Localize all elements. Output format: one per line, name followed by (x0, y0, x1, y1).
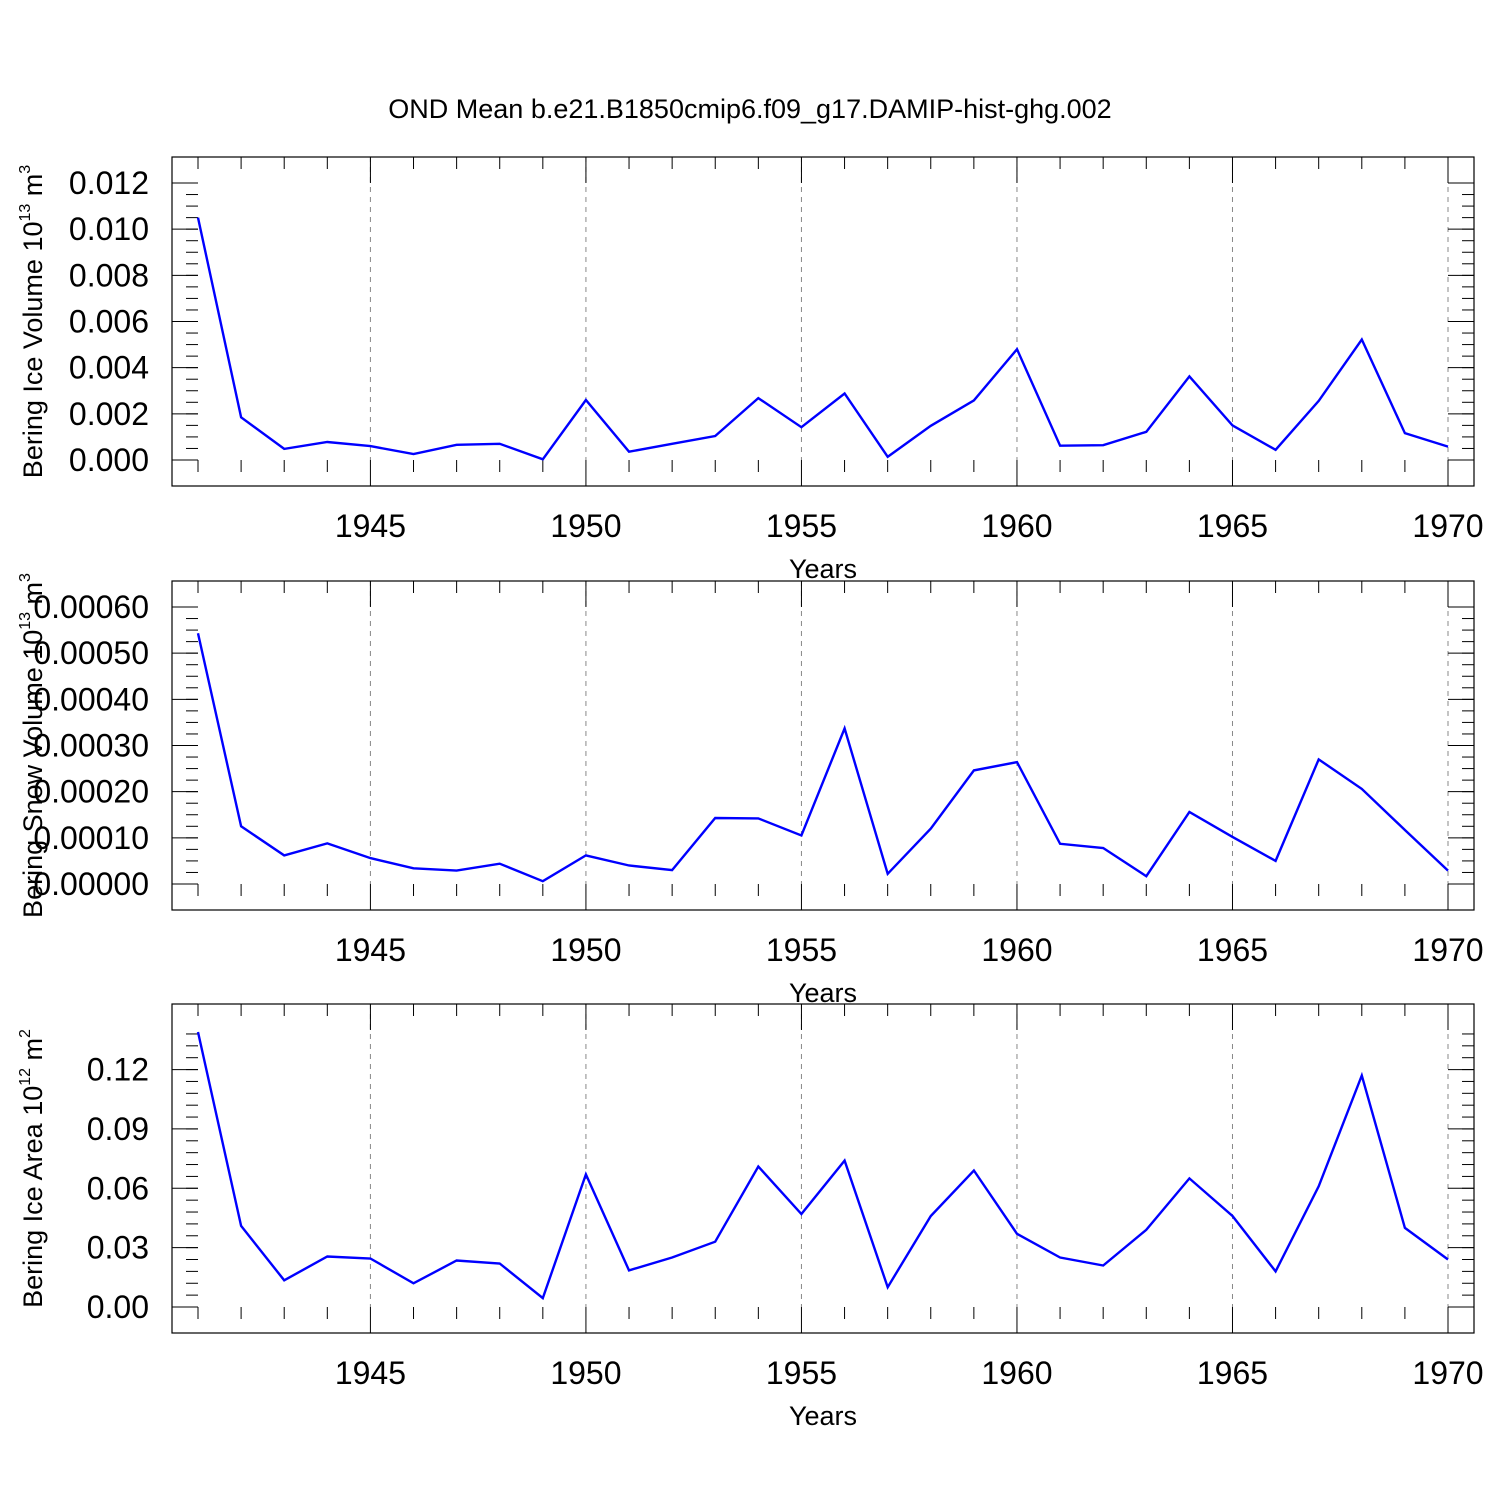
x-tick-label: 1970 (1412, 1355, 1483, 1391)
x-tick-label: 1955 (766, 1355, 837, 1391)
x-tick-label: 1950 (550, 508, 621, 544)
panel-ice-volume: 0.000 0.002 0.004 0.006 0.008 0.010 0.012 1945 1… (17, 156, 1484, 584)
x-tick-label: 1960 (981, 932, 1052, 968)
y-tick-label: 0.00010 (33, 820, 149, 856)
y-tick-label: 0.03 (87, 1230, 149, 1266)
y-tick-label: 0.010 (69, 211, 149, 247)
chart-title: OND Mean b.e21.B1850cmip6.f09_g17.DAMIP-… (388, 94, 1111, 124)
x-tick-label: 1970 (1412, 932, 1483, 968)
y-axis-title: Bering Ice Area 1012 m2 (17, 1029, 48, 1308)
y-tick-label: 0.004 (69, 350, 149, 386)
x-tick-label: 1955 (766, 508, 837, 544)
x-tick-label: 1950 (550, 1355, 621, 1391)
series-line (196, 217, 1449, 461)
x-tick-label: 1950 (550, 932, 621, 968)
x-axis-title: Years (789, 978, 857, 1008)
x-tick-label: 1945 (335, 508, 406, 544)
x-axis-title: Years (789, 554, 857, 584)
y-tick-label: 0.006 (69, 304, 149, 340)
y-tick-label: 0.06 (87, 1170, 149, 1206)
y-tick-label: 0.00020 (33, 774, 149, 810)
series-line (196, 1031, 1449, 1301)
x-tick-label: 1965 (1197, 508, 1268, 544)
y-tick-label: 0.000 (69, 442, 149, 478)
x-tick-label: 1960 (981, 508, 1052, 544)
y-axis-title: Bering Ice Volume 1013 m3 (17, 165, 48, 478)
y-axis-title: Bering Snow Volume 1013 m3 (17, 573, 48, 918)
x-tick-label: 1970 (1412, 508, 1483, 544)
x-tick-label: 1955 (766, 932, 837, 968)
y-tick-label: 0.00050 (33, 635, 149, 671)
panel-snow-volume: 0.00000 0.00010 0.00020 0.00030 0.00040 0.000… (17, 573, 1484, 1008)
plot-frame (171, 1003, 1475, 1334)
panel-ice-area: 0.00 0.03 0.06 0.09 0.12 1945 1950 1955 1960 1965… (17, 1003, 1484, 1431)
plot-frame (171, 156, 1475, 487)
x-tick-label: 1965 (1197, 932, 1268, 968)
x-tick-label: 1945 (335, 1355, 406, 1391)
y-tick-label: 0.00060 (33, 589, 149, 625)
y-tick-label: 0.00040 (33, 681, 149, 717)
y-tick-label: 0.008 (69, 257, 149, 293)
y-tick-label: 0.00000 (33, 866, 149, 902)
x-tick-label: 1960 (981, 1355, 1052, 1391)
y-tick-label: 0.002 (69, 396, 149, 432)
y-tick-label: 0.012 (69, 165, 149, 201)
series-line (196, 633, 1449, 883)
x-tick-label: 1945 (335, 932, 406, 968)
y-tick-label: 0.09 (87, 1111, 149, 1147)
y-tick-label: 0.00030 (33, 728, 149, 764)
x-axis-title: Years (789, 1401, 857, 1431)
y-tick-label: 0.00 (87, 1289, 149, 1325)
x-tick-label: 1965 (1197, 1355, 1268, 1391)
plot-frame (171, 580, 1475, 911)
y-tick-label: 0.12 (87, 1052, 149, 1088)
